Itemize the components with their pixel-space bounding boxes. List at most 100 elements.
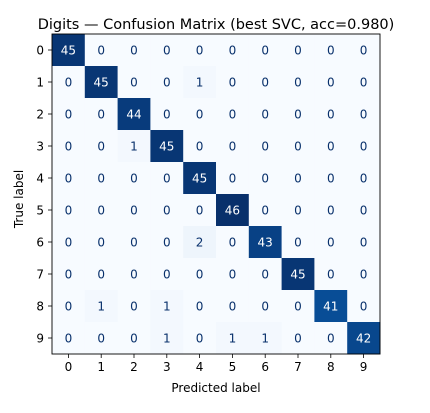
heatmap-cell-r9-c4	[183, 322, 217, 355]
cell-value-r0-c6: 0	[261, 44, 269, 58]
cell-value-r7-c4: 0	[196, 268, 204, 282]
heatmap-cell-r3-c1	[84, 130, 119, 163]
cell-value-r2-c1: 0	[97, 108, 105, 122]
y-tick-label-3: 3	[36, 140, 44, 154]
heatmap-cell-r9-c1	[84, 322, 119, 355]
heatmap-cell-r3-c8	[314, 130, 348, 163]
heatmap-cell-r7-c4	[183, 258, 217, 291]
heatmap-cell-r5-c7	[281, 194, 315, 227]
heatmap-cell-r9-c7	[281, 322, 315, 355]
heatmap-cell-r2-c2	[117, 98, 151, 131]
heatmap-cell-r6-c1	[84, 226, 119, 259]
x-tick-label-8: 8	[327, 360, 335, 374]
cell-value-r6-c5: 0	[229, 236, 237, 250]
heatmap-cell-r3-c6	[248, 130, 283, 163]
cell-value-r1-c0: 0	[65, 76, 73, 90]
cell-value-r8-c3: 1	[163, 300, 171, 314]
cell-value-r4-c9: 0	[360, 172, 368, 186]
heatmap-cell-r1-c3	[150, 66, 184, 99]
cell-value-r5-c2: 0	[130, 204, 138, 218]
y-tick-label-1: 1	[36, 76, 44, 90]
cell-value-r9-c9: 42	[356, 332, 371, 346]
cell-value-r4-c2: 0	[130, 172, 138, 186]
cell-value-r6-c7: 0	[294, 236, 302, 250]
x-tick-label-7: 7	[294, 360, 302, 374]
cell-value-r5-c7: 0	[294, 204, 302, 218]
heatmap-cell-r8-c9	[347, 290, 381, 323]
cell-value-r3-c9: 0	[360, 140, 368, 154]
heatmap-cell-r4-c9	[347, 162, 381, 195]
cell-value-r5-c8: 0	[327, 204, 335, 218]
heatmap-cell-r1-c8	[314, 66, 348, 99]
cell-value-r1-c9: 0	[360, 76, 368, 90]
y-axis-label: True label	[12, 170, 26, 229]
cell-value-r3-c0: 0	[65, 140, 73, 154]
cell-value-labels: 45 0 0 0 0 0 0 0 0 0 0 45 0 0 1 0 0 0 0 0 0 0 44 0 0 0 0 0 0 0 0 0 1 45 0 0…	[61, 44, 371, 346]
cell-value-r5-c5: 46	[225, 204, 240, 218]
heatmap-cell-r9-c2	[117, 322, 151, 355]
cell-value-r2-c5: 0	[229, 108, 237, 122]
cell-value-r0-c4: 0	[196, 44, 204, 58]
cell-value-r7-c6: 0	[261, 268, 269, 282]
cell-value-r2-c7: 0	[294, 108, 302, 122]
cell-value-r6-c4: 2	[196, 236, 204, 250]
heatmap-cell-r5-c4	[183, 194, 217, 227]
heatmap-cell-r6-c4	[183, 226, 217, 259]
cell-value-r3-c1: 0	[97, 140, 105, 154]
heatmap-cell-r4-c5	[216, 162, 250, 195]
heatmap-cell-r5-c9	[347, 194, 381, 227]
heatmap-cell-r1-c5	[216, 66, 250, 99]
cell-value-r4-c0: 0	[65, 172, 73, 186]
y-tick-label-0: 0	[36, 44, 44, 58]
heatmap-cell-r7-c3	[150, 258, 184, 291]
cell-value-r1-c4: 1	[196, 76, 204, 90]
cell-value-r3-c7: 0	[294, 140, 302, 154]
y-tick-label-7: 7	[36, 268, 44, 282]
x-tick-label-3: 3	[163, 360, 171, 374]
cell-value-r9-c3: 1	[163, 332, 171, 346]
heatmap-cell-r6-c5	[216, 226, 250, 259]
cell-value-r0-c9: 0	[360, 44, 368, 58]
heatmap-cell-r6-c6	[248, 226, 283, 259]
cell-value-r8-c4: 0	[196, 300, 204, 314]
cell-value-r0-c1: 0	[97, 44, 105, 58]
cell-value-r1-c5: 0	[229, 76, 237, 90]
cell-value-r2-c3: 0	[163, 108, 171, 122]
y-tick-label-4: 4	[36, 172, 44, 186]
heatmap-cell-r8-c8	[314, 290, 348, 323]
heatmap-cell-r1-c2	[117, 66, 151, 99]
cell-value-r8-c2: 0	[130, 300, 138, 314]
heatmap-cell-r3-c3	[150, 130, 184, 163]
heatmap-cell-r4-c2	[117, 162, 151, 195]
heatmap-cell-r8-c3	[150, 290, 184, 323]
heatmap-cell-r0-c6	[248, 34, 283, 67]
cell-value-r5-c0: 0	[65, 204, 73, 218]
heatmap-cell-r5-c3	[150, 194, 184, 227]
cell-value-r1-c7: 0	[294, 76, 302, 90]
heatmap-cell-r9-c3	[150, 322, 184, 355]
cell-value-r7-c1: 0	[97, 268, 105, 282]
cell-value-r6-c2: 0	[130, 236, 138, 250]
heatmap-cell-r5-c5	[216, 194, 250, 227]
heatmap-cell-r0-c8	[314, 34, 348, 67]
x-axis-ticks: 0 1 2 3 4 5 6 7 8 9	[65, 354, 367, 374]
cell-value-r7-c0: 0	[65, 268, 73, 282]
cell-value-r5-c4: 0	[196, 204, 204, 218]
cell-value-r9-c4: 0	[196, 332, 204, 346]
x-tick-label-2: 2	[130, 360, 138, 374]
cell-value-r9-c5: 1	[229, 332, 237, 346]
heatmap-cell-r4-c7	[281, 162, 315, 195]
heatmap-cell-r1-c9	[347, 66, 381, 99]
heatmap-cell-r0-c2	[117, 34, 151, 67]
heatmap-cell-r9-c5	[216, 322, 250, 355]
cell-value-r1-c3: 0	[163, 76, 171, 90]
cell-value-r3-c5: 0	[229, 140, 237, 154]
cell-value-r9-c2: 0	[130, 332, 138, 346]
heatmap-cell-r3-c0	[52, 130, 86, 163]
heatmap-cell-r0-c5	[216, 34, 250, 67]
cell-value-r6-c8: 0	[327, 236, 335, 250]
heatmap-cell-r2-c0	[52, 98, 86, 131]
cell-value-r2-c0: 0	[65, 108, 73, 122]
y-axis-ticks: 0 1 2 3 4 5 6 7 8 9	[36, 44, 52, 346]
x-tick-label-5: 5	[229, 360, 237, 374]
